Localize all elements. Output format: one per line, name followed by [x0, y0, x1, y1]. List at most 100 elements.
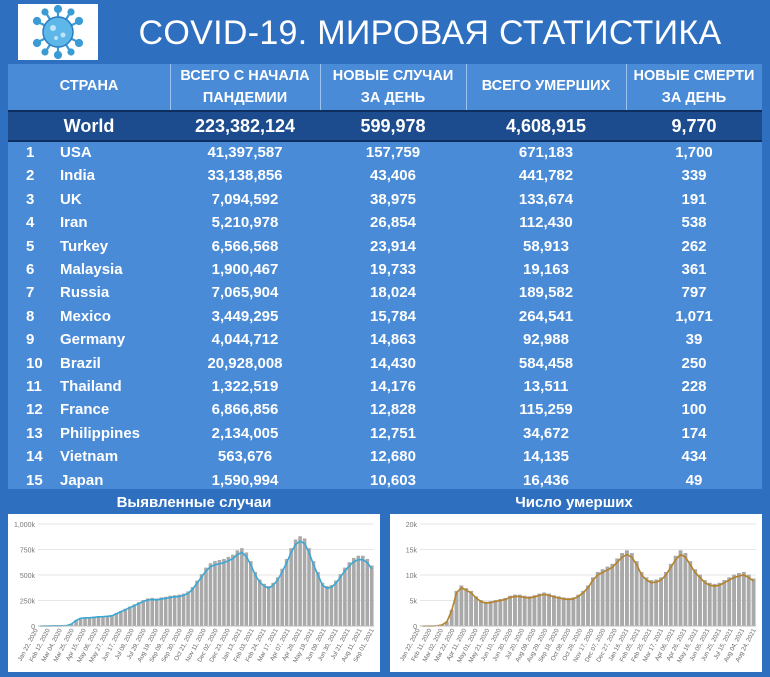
- bar: [630, 553, 634, 626]
- header-country: СТРАНА: [8, 75, 170, 97]
- bar: [155, 598, 159, 626]
- bar: [713, 584, 717, 626]
- bar: [267, 586, 271, 626]
- row-total-deaths: 13,511: [466, 375, 626, 398]
- bar: [280, 569, 284, 626]
- row-total-cases: 7,094,592: [170, 188, 320, 211]
- bar: [262, 584, 266, 626]
- bar: [339, 574, 343, 626]
- bar: [688, 561, 692, 626]
- y-tick-label: 1,000k: [14, 522, 36, 529]
- row-total-deaths: 16,436: [466, 469, 626, 492]
- row-total-deaths: 264,541: [466, 305, 626, 328]
- row-new-deaths: 262: [626, 235, 762, 258]
- row-country: Japan: [60, 469, 180, 492]
- bar: [518, 595, 522, 626]
- row-new-cases: 19,733: [320, 258, 466, 281]
- row-total-cases: 2,134,005: [170, 422, 320, 445]
- bar: [236, 550, 240, 626]
- row-total-cases: 6,866,856: [170, 398, 320, 421]
- header-new-cases-line1: НОВЫЕ СЛУЧАИ: [320, 65, 466, 87]
- bar: [110, 615, 114, 626]
- world-total-deaths: 4,608,915: [466, 112, 626, 140]
- bar: [640, 572, 644, 626]
- row-rank: 14: [26, 445, 56, 468]
- header-new-deaths-line1: НОВЫЕ СМЕРТИ: [626, 65, 762, 87]
- row-new-deaths: 174: [626, 422, 762, 445]
- world-label: World: [8, 112, 170, 140]
- bar: [523, 596, 527, 626]
- bar: [352, 558, 356, 626]
- y-tick-label: 250k: [20, 599, 36, 606]
- row-country: Mexico: [60, 305, 180, 328]
- row-total-deaths: 671,183: [466, 141, 626, 164]
- row-total-cases: 41,397,587: [170, 141, 320, 164]
- bar: [752, 578, 756, 626]
- bar: [747, 575, 751, 626]
- row-total-deaths: 189,582: [466, 281, 626, 304]
- header-total-cases-line1: ВСЕГО С НАЧАЛА: [170, 65, 320, 87]
- bar: [693, 569, 697, 626]
- header-new-cases: НОВЫЕ СЛУЧАИ ЗА ДЕНЬ: [320, 65, 466, 109]
- bar: [513, 595, 517, 626]
- bar: [195, 581, 199, 626]
- row-new-cases: 14,863: [320, 328, 466, 351]
- bar: [732, 575, 736, 626]
- bar: [557, 596, 561, 626]
- bar: [240, 548, 244, 626]
- row-total-deaths: 58,913: [466, 235, 626, 258]
- bar: [664, 572, 668, 626]
- bar: [742, 572, 746, 626]
- row-total-cases: 7,065,904: [170, 281, 320, 304]
- row-new-deaths: 228: [626, 375, 762, 398]
- row-new-cases: 14,430: [320, 352, 466, 375]
- header-total-cases-line2: ПАНДЕМИИ: [170, 87, 320, 109]
- y-tick-label: 500k: [20, 573, 36, 580]
- bar: [209, 563, 213, 626]
- bar: [164, 597, 168, 626]
- row-new-deaths: 250: [626, 352, 762, 375]
- bar: [528, 596, 532, 626]
- header-divider: [626, 64, 627, 110]
- bar: [204, 568, 208, 626]
- header-new-deaths: НОВЫЕ СМЕРТИ ЗА ДЕНЬ: [626, 65, 762, 109]
- bar: [537, 594, 541, 626]
- bar: [727, 577, 731, 626]
- bar: [532, 595, 536, 626]
- world-new-cases: 599,978: [320, 112, 466, 140]
- bar: [150, 598, 154, 626]
- bar: [542, 592, 546, 626]
- header: COVID-19. МИРОВАЯ СТАТИСТИКА: [0, 0, 770, 64]
- bar: [722, 580, 726, 626]
- bar: [289, 548, 293, 626]
- bar: [124, 609, 128, 626]
- bar: [659, 577, 663, 626]
- bar: [601, 569, 605, 626]
- row-total-cases: 6,566,568: [170, 235, 320, 258]
- bar: [581, 591, 585, 626]
- bar: [737, 573, 741, 626]
- row-new-cases: 10,603: [320, 469, 466, 492]
- row-country: Vietnam: [60, 445, 180, 468]
- row-new-cases: 14,176: [320, 375, 466, 398]
- bar: [596, 572, 600, 626]
- bar: [610, 564, 614, 626]
- row-rank: 5: [26, 235, 56, 258]
- row-new-deaths: 49: [626, 469, 762, 492]
- bar: [586, 585, 590, 626]
- bar: [128, 607, 132, 626]
- bar: [330, 585, 334, 626]
- bar: [625, 550, 629, 626]
- bar: [168, 596, 172, 626]
- bar: [141, 600, 145, 626]
- bar: [567, 598, 571, 626]
- bar: [654, 580, 658, 626]
- row-total-deaths: 14,135: [466, 445, 626, 468]
- bar: [679, 550, 683, 626]
